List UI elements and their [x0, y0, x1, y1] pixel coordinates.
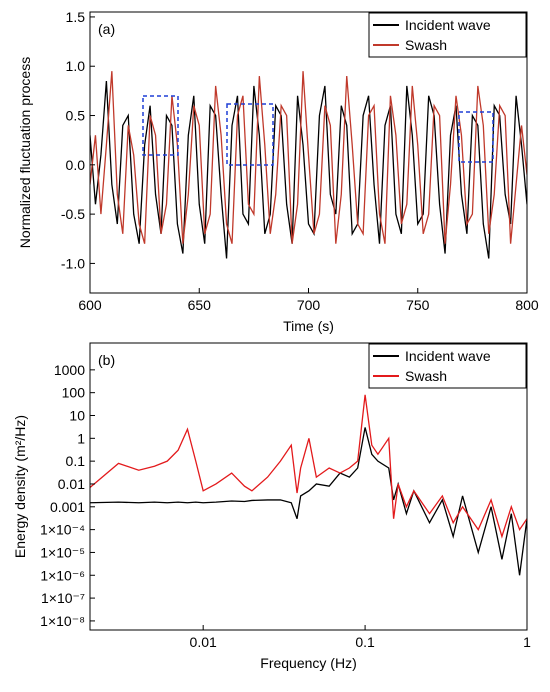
- y-tick-label: 0.01: [58, 476, 85, 492]
- legend-label: Incident wave: [405, 17, 491, 33]
- legend-box: [368, 12, 527, 58]
- x-axis-label: Frequency (Hz): [260, 655, 356, 671]
- y-tick-label: 1.5: [66, 9, 86, 25]
- highlight-box: [458, 111, 494, 163]
- y-tick-label: 1×10⁻⁸: [40, 613, 85, 629]
- plot-area: [90, 394, 527, 576]
- x-tick-label: 1: [523, 634, 531, 650]
- data-line: [90, 80, 527, 259]
- y-tick-label: -1.0: [61, 255, 85, 271]
- y-tick-label: 0.1: [66, 453, 86, 469]
- x-tick-label: 700: [297, 297, 321, 313]
- legend-label: Incident wave: [405, 348, 491, 364]
- y-tick-label: -0.5: [61, 206, 85, 222]
- y-tick-label: 1×10⁻⁷: [41, 590, 85, 606]
- y-tick-label: 0.0: [66, 157, 86, 173]
- data-line: [90, 394, 527, 539]
- y-axis-label: Normalized fluctuation process: [17, 57, 33, 248]
- y-tick-label: 1: [77, 430, 85, 446]
- legend-label: Swash: [405, 368, 447, 384]
- x-tick-label: 750: [406, 297, 430, 313]
- highlight-box: [142, 95, 179, 156]
- x-tick-label: 600: [78, 297, 102, 313]
- legend-label: Swash: [405, 37, 447, 53]
- x-tick-label: 800: [515, 297, 539, 313]
- y-tick-label: 1.0: [66, 58, 86, 74]
- x-tick-label: 650: [188, 297, 212, 313]
- y-axis-label: Energy density (m²/Hz): [12, 415, 28, 558]
- y-tick-label: 100: [62, 385, 86, 401]
- plot-area: [90, 71, 527, 259]
- data-line: [90, 71, 527, 244]
- plot-frame: [89, 342, 528, 631]
- y-tick-label: 0.5: [66, 108, 86, 124]
- panel-annotation: (b): [98, 352, 115, 368]
- y-tick-label: 1×10⁻⁶: [40, 567, 85, 583]
- x-axis-label: Time (s): [283, 318, 334, 334]
- highlight-box: [226, 103, 274, 166]
- y-tick-label: 1×10⁻⁴: [40, 522, 85, 538]
- x-tick-label: 0.01: [190, 634, 217, 650]
- y-tick-label: 0.001: [50, 499, 85, 515]
- legend-box: [368, 343, 527, 389]
- highlight-boxes: [142, 95, 494, 166]
- x-tick-label: 0.1: [355, 634, 375, 650]
- y-tick-label: 1×10⁻⁵: [40, 544, 85, 560]
- y-tick-label: 10: [69, 407, 85, 423]
- y-tick-label: 1000: [54, 362, 85, 378]
- panel-annotation: (a): [98, 21, 115, 37]
- data-line: [90, 427, 527, 576]
